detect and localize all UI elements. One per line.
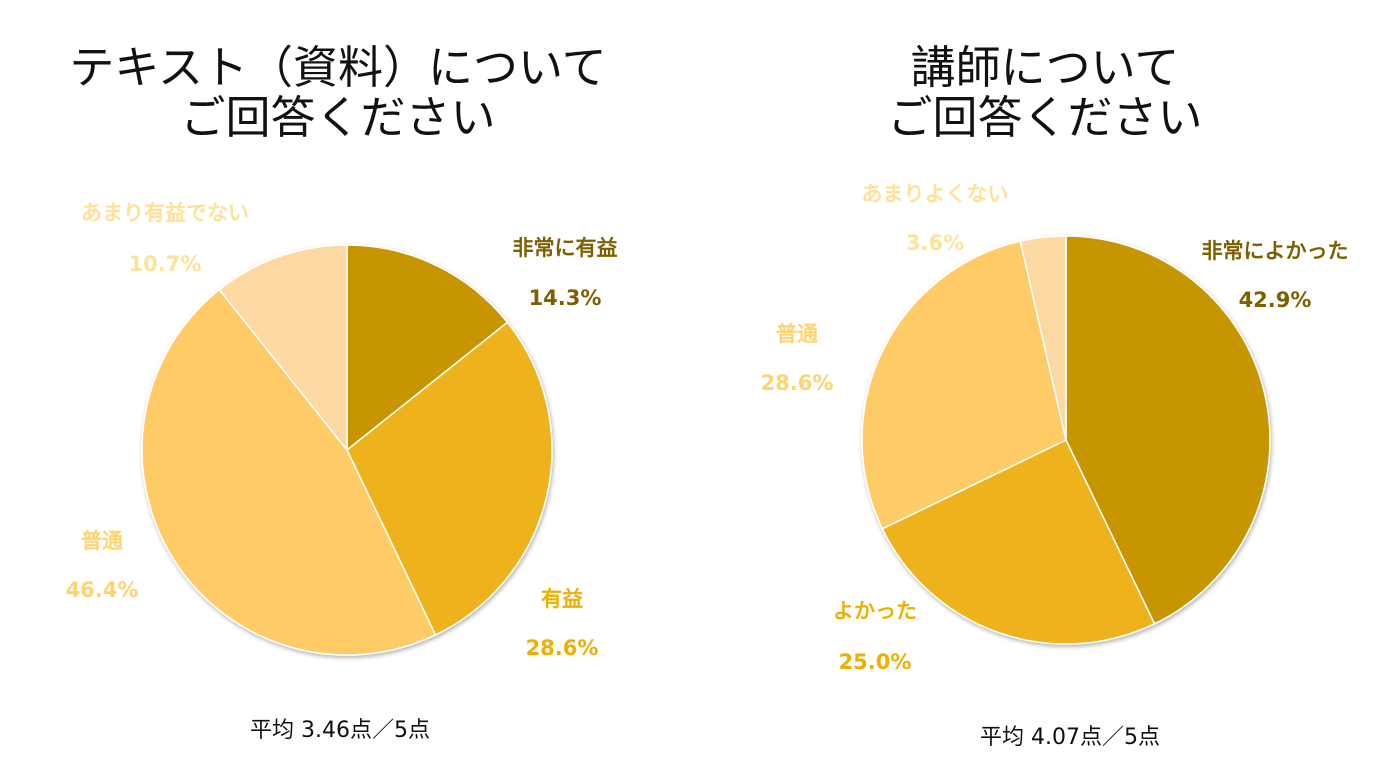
chart-title-left: テキスト（資料）について ご回答ください	[69, 43, 606, 143]
pie-1	[861, 235, 1271, 645]
data-label: 42.9%	[1238, 288, 1312, 312]
data-label: 28.6%	[525, 636, 599, 660]
data-label: 25.0%	[838, 650, 912, 674]
pie-slice-1	[881, 438, 1156, 645]
data-label: 14.3%	[528, 286, 602, 310]
pie-slice-0	[1065, 235, 1271, 625]
slice-label: 普通	[776, 322, 818, 346]
pie-slice-0	[346, 244, 509, 452]
slice-label: 非常に有益	[512, 236, 618, 260]
chart-title-right: 講師について ご回答ください	[887, 43, 1202, 143]
pie-slice-2	[861, 240, 1067, 530]
title-line: テキスト（資料）について	[69, 41, 607, 94]
data-label: 10.7%	[128, 252, 202, 276]
pie-slice-3	[1019, 235, 1067, 441]
slice-label: 有益	[541, 587, 583, 611]
title-line: ご回答ください	[887, 91, 1203, 144]
data-label: 28.6%	[760, 371, 834, 395]
slice-label: あまり有益でない	[81, 201, 249, 225]
average-score-left: 平均 3.46点／5点	[250, 718, 430, 743]
slice-label: よかった	[833, 599, 917, 623]
data-label: 46.4%	[65, 578, 139, 602]
slice-label: 非常によかった	[1201, 239, 1349, 263]
average-score-right: 平均 4.07点／5点	[980, 725, 1160, 750]
title-line: ご回答ください	[180, 91, 496, 144]
pie-slice-3	[218, 244, 348, 453]
slice-label: あまりよくない	[861, 182, 1009, 206]
pie-slice-2	[141, 288, 437, 656]
title-line: 講師について	[910, 41, 1180, 94]
slice-label: 普通	[81, 529, 123, 553]
pie-0	[141, 244, 553, 656]
data-label: 3.6%	[905, 231, 965, 255]
